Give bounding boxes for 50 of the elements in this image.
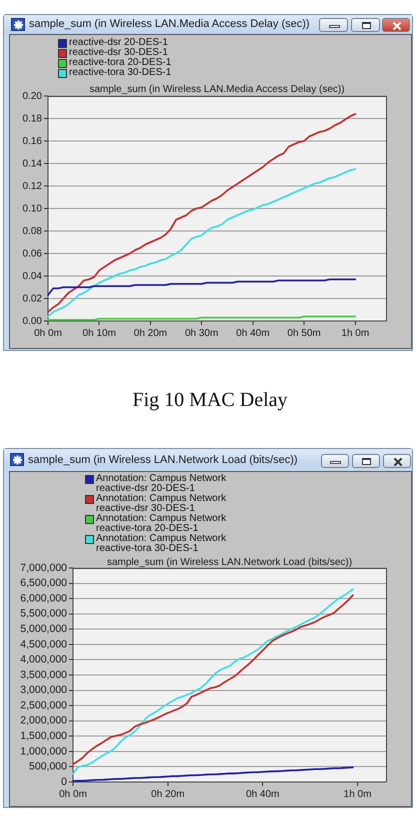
y-tick-label: 0.14 <box>22 158 42 170</box>
y-tick-label: 4,000,000 <box>20 654 68 666</box>
x-tick-label: 0h 30m <box>184 328 218 339</box>
y-tick-label: 0.06 <box>22 248 42 260</box>
y-tick-label: 7,000,000 <box>20 562 68 574</box>
y-tick-label: 2,500,000 <box>20 699 68 712</box>
y-tick-label: 500,000 <box>29 760 68 773</box>
y-tick-label: 6,000,000 <box>20 592 68 604</box>
legend-label: reactive-dsr 20-DES-1 <box>69 37 168 48</box>
y-tick-label: 3,000,000 <box>20 684 68 696</box>
x-tick-label: 0h 10m <box>82 328 116 339</box>
legend-label: Annotation: Campus Network reactive-tora 30-DES-1 <box>96 533 228 554</box>
y-tick-label: 6,500,000 <box>20 577 68 590</box>
x-tick-label: 0h 40m <box>246 788 280 800</box>
x-tick-label: 1h 0m <box>341 328 370 339</box>
y-tick-label: 0.20 <box>22 90 42 102</box>
y-tick-label: 2,000,000 <box>20 714 68 727</box>
x-tick-label: 0h 0m <box>59 788 87 800</box>
x-tick-label: 0h 40m <box>236 328 270 339</box>
y-tick-label: 0.18 <box>22 113 42 124</box>
x-tick-label: 1h 0m <box>344 788 372 800</box>
y-tick-label: 4,500,000 <box>20 638 68 650</box>
x-tick-label: 0h 0m <box>34 328 62 339</box>
y-tick-label: 0.16 <box>22 136 42 147</box>
legend-label: Annotation: Campus Network reactive-dsr 30-DES-1 <box>96 493 228 514</box>
y-tick-label: 0.00 <box>22 316 42 327</box>
chart-subtitle: sample_sum (in Wireless LAN.Media Access Delay (sec)) <box>89 84 345 96</box>
legend-label: reactive-tora 30-DES-1 <box>69 67 172 78</box>
y-tick-label: 3,500,000 <box>20 668 68 681</box>
y-tick-label: 0.04 <box>22 270 42 282</box>
y-tick-label: 5,000,000 <box>20 623 68 636</box>
x-tick-label: 0h 20m <box>151 788 185 800</box>
chart-title: sample_sum (in Wireless LAN.Network Load (bits/sec)) <box>28 453 298 467</box>
y-tick-label: 1,000,000 <box>20 745 68 758</box>
legend-label: Annotation: Campus Network reactive-tora 20-DES-1 <box>96 513 228 534</box>
caption: Fig 10 MAC Delay <box>132 388 288 412</box>
chart-title: sample_sum (in Wireless LAN.Media Access Delay (sec)) <box>29 17 310 31</box>
y-tick-label: 0.10 <box>22 203 42 214</box>
y-tick-label: 5,500,000 <box>20 608 68 620</box>
y-tick-label: 0 <box>61 776 68 788</box>
y-tick-label: 1,500,000 <box>20 730 68 742</box>
y-tick-label: 0.12 <box>22 180 42 192</box>
legend-label: Annotation: Campus Network reactive-dsr 20-DES-1 <box>96 473 228 494</box>
y-tick-label: 0.02 <box>22 293 42 304</box>
legend-label: reactive-tora 20-DES-1 <box>69 57 172 68</box>
y-tick-label: 0.08 <box>22 226 42 237</box>
chart-subtitle: sample_sum (in Wireless LAN.Network Load (bits/sec)) <box>106 557 352 569</box>
x-tick-label: 0h 20m <box>134 328 168 339</box>
legend-label: reactive-dsr 30-DES-1 <box>69 47 168 58</box>
x-tick-label: 0h 50m <box>287 328 321 339</box>
